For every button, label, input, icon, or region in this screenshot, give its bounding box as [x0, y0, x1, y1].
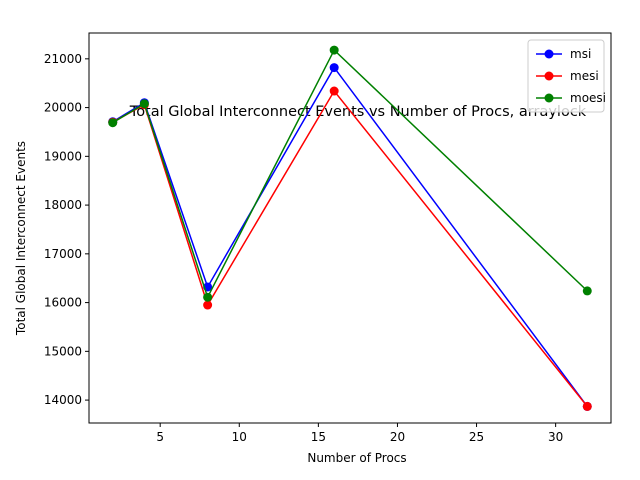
y-tick-label: 14000: [44, 393, 82, 407]
legend-item-msi: msi: [536, 47, 591, 61]
legend-marker: [544, 49, 554, 59]
legend-item-mesi: mesi: [536, 69, 599, 83]
data-point-mesi: [329, 86, 339, 96]
y-tick-label: 21000: [44, 52, 82, 66]
legend-label: mesi: [570, 69, 599, 83]
legend-label: moesi: [570, 91, 606, 105]
data-point-moesi: [203, 292, 213, 302]
x-tick-label: 5: [156, 430, 164, 444]
data-point-msi: [329, 63, 339, 73]
legend-marker: [544, 93, 554, 103]
y-tick-label: 19000: [44, 149, 82, 163]
series-moesi: [108, 45, 592, 302]
data-point-mesi: [203, 300, 213, 310]
legend-item-moesi: moesi: [536, 91, 606, 105]
x-tick-label: 25: [469, 430, 484, 444]
y-tick-label: 17000: [44, 247, 82, 261]
y-tick-label: 18000: [44, 198, 82, 212]
legend: msi mesi moesi: [527, 39, 606, 113]
legend-marker: [544, 71, 554, 81]
series-mesi: [108, 86, 592, 411]
data-point-moesi: [108, 118, 118, 128]
x-tick-label: 30: [548, 430, 563, 444]
x-axis-label: Number of Procs: [307, 451, 406, 465]
y-axis: 14000 15000 16000 17000 18000 19000 20000 21000: [44, 52, 89, 407]
data-point-mesi: [582, 401, 592, 411]
series-layer: [108, 45, 592, 411]
series-line-moesi: [112, 48, 588, 300]
plot-area: [88, 32, 612, 424]
data-point-moesi: [582, 286, 592, 296]
data-point-moesi: [329, 45, 339, 55]
y-tick-label: 20000: [44, 101, 82, 115]
chart-title: Total Global Interconnect Events vs Numb…: [129, 104, 587, 120]
y-tick-label: 15000: [44, 344, 82, 358]
x-tick-label: 20: [390, 430, 405, 444]
legend-label: msi: [570, 47, 591, 61]
x-axis: 5 10 15 20 25 30: [156, 423, 563, 444]
y-axis-label: Total Global Interconnect Events: [14, 141, 28, 336]
series-line-mesi: [112, 89, 588, 407]
y-tick-label: 16000: [44, 296, 82, 310]
data-point-moesi: [139, 99, 149, 109]
x-tick-label: 15: [311, 430, 326, 444]
x-tick-label: 10: [232, 430, 247, 444]
